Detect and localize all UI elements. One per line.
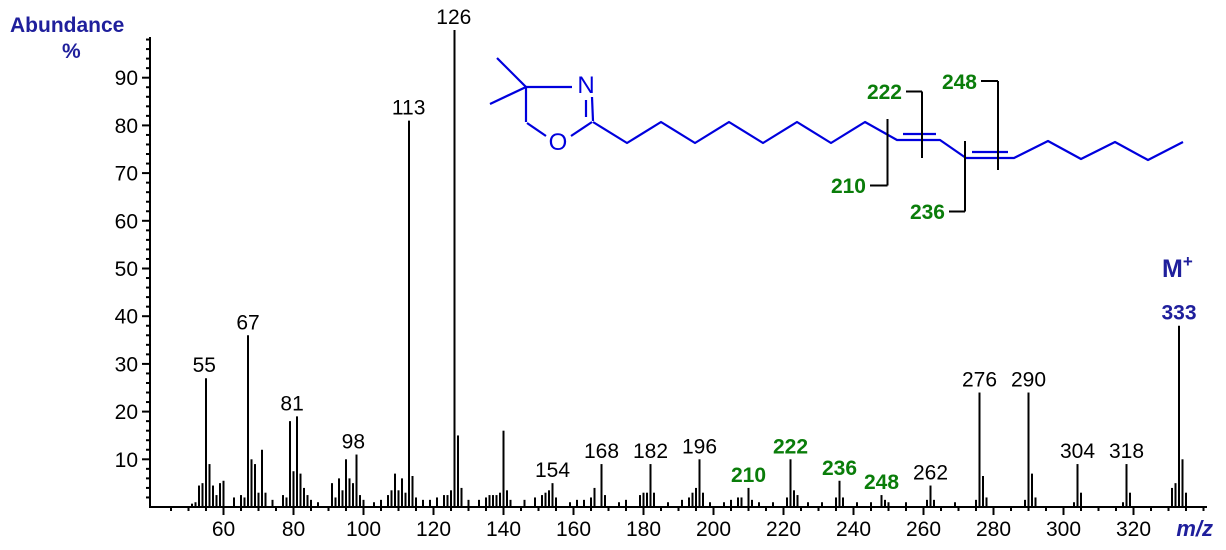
y-axis-tick-label: 50	[115, 258, 138, 281]
peak-label-196: 196	[682, 435, 717, 458]
fragment-marker-label-222: 222	[867, 81, 902, 104]
x-axis-tick-label: 140	[486, 518, 521, 541]
peak-label-67: 67	[236, 311, 259, 334]
peak-label-168: 168	[584, 440, 619, 463]
y-axis-tick-label: 10	[115, 449, 138, 472]
fragment-marker-label-210: 210	[831, 175, 866, 198]
x-axis-tick-label: 280	[976, 518, 1011, 541]
y-axis-tick-label: 30	[115, 353, 138, 376]
molecular-ion-label: M+	[1162, 252, 1193, 283]
y-axis-title: Abundance %	[10, 14, 124, 64]
peak-label-154: 154	[535, 459, 570, 482]
x-axis-tick-label: 220	[766, 518, 801, 541]
peak-label-262: 262	[913, 462, 948, 485]
y-axis-tick-label: 40	[115, 306, 138, 329]
structure-bond	[570, 121, 593, 137]
peak-label-182: 182	[633, 440, 668, 463]
fragment-marker-label-236: 236	[910, 201, 945, 224]
x-axis-tick-label: 200	[696, 518, 731, 541]
atom-label-oxygen: O	[549, 129, 568, 156]
peak-label-55: 55	[193, 354, 216, 377]
x-axis-tick-label: 80	[282, 518, 305, 541]
atom-label-nitrogen: N	[577, 72, 594, 99]
x-axis-tick-label: 320	[1116, 518, 1151, 541]
peak-label-304: 304	[1060, 440, 1095, 463]
y-axis-tick-label: 20	[115, 401, 138, 424]
x-axis-label: m/z	[1176, 516, 1213, 541]
y-axis-tick-label: 60	[115, 210, 138, 233]
x-axis-tick-label: 120	[416, 518, 451, 541]
peak-label-81: 81	[280, 392, 303, 415]
structure-chain	[592, 120, 1184, 162]
y-axis-tick-label: 70	[115, 163, 138, 186]
peak-label-318: 318	[1109, 440, 1144, 463]
fragment-marker-label-248: 248	[942, 71, 977, 94]
structure-bond	[590, 96, 595, 122]
peak-label-113: 113	[392, 97, 425, 120]
peak-label-98: 98	[342, 431, 365, 454]
peak-label-290: 290	[1011, 369, 1046, 392]
x-axis-tick-label: 100	[346, 518, 381, 541]
peak-label-222: 222	[773, 435, 808, 458]
peak-label-236: 236	[822, 457, 857, 480]
x-axis-tick-label: 240	[836, 518, 871, 541]
x-axis-tick-label: 180	[626, 518, 661, 541]
structure-bond	[489, 86, 527, 105]
y-axis-tick-label: 90	[115, 67, 138, 90]
y-axis-title-abundance: Abundance	[10, 14, 125, 37]
x-axis-tick-label: 160	[556, 518, 591, 541]
peak-label-210: 210	[731, 464, 766, 487]
x-axis-tick-label: 260	[906, 518, 941, 541]
y-axis-tick-label: 80	[115, 115, 138, 138]
peak-label-126: 126	[436, 6, 471, 29]
peak-label-248: 248	[864, 471, 899, 494]
y-axis-title-percent: %	[62, 40, 81, 63]
peak-label-276: 276	[962, 369, 997, 392]
structure-bond	[526, 122, 547, 137]
x-axis-tick-label: 300	[1046, 518, 1081, 541]
structure-bond	[496, 57, 527, 88]
x-axis-tick-label: 60	[212, 518, 235, 541]
peak-label-333: 333	[1161, 302, 1196, 325]
